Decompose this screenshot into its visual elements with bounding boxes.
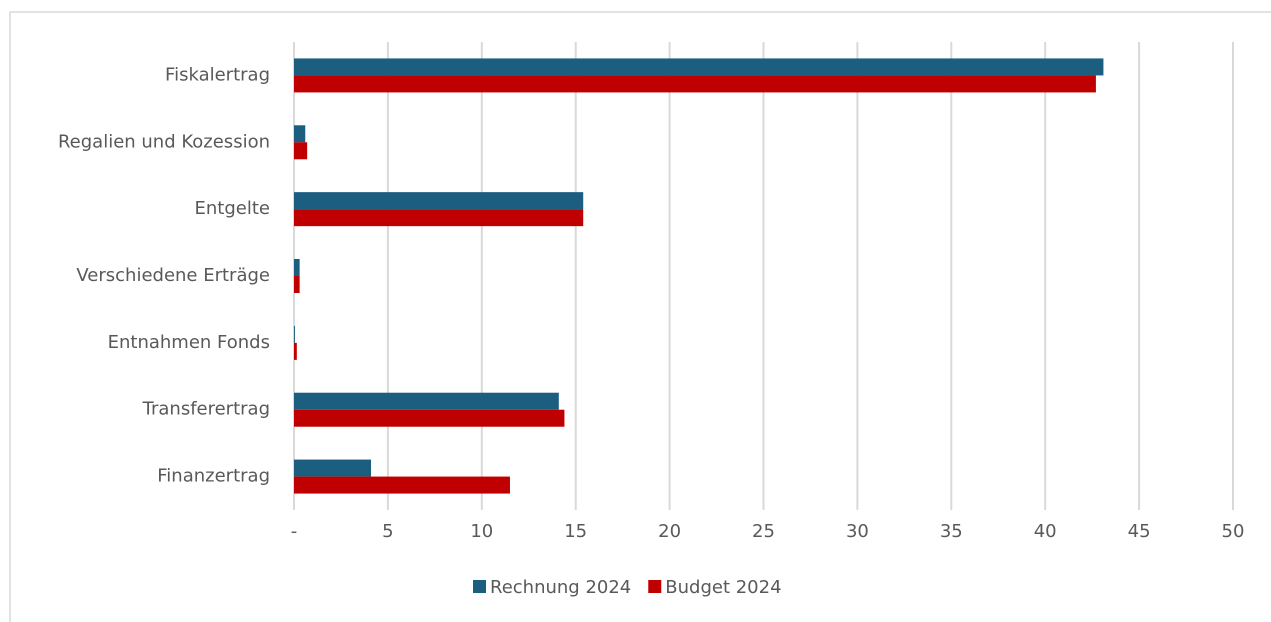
legend-swatch [473,580,486,593]
bar [294,325,295,343]
x-tick-label: 25 [752,521,775,542]
legend-swatch [648,580,662,593]
y-tick-label: Entgelte [195,198,270,219]
bar [294,209,584,227]
bar [294,342,297,360]
bar [294,75,1096,93]
grid [293,42,1234,510]
x-tick-label: 15 [564,521,587,542]
bar [294,276,300,293]
x-tick-label: 45 [1128,521,1151,542]
legend-label: Budget 2024 [665,577,781,598]
bar [294,392,559,410]
legend-label: Rechnung 2024 [490,577,631,598]
bar [294,409,565,427]
bar [294,259,300,276]
y-tick-label: Finanzertrag [157,466,270,487]
y-tick-label: Fiskalertrag [165,64,270,85]
bar [294,192,584,210]
bar [294,142,308,160]
labels: - 5 10 15 20 25 30 35 40 45 50 Fiskalertrag Regalien… [58,64,1244,542]
y-tick-label: Regalien und Kozession [58,131,270,152]
chart-frame [9,11,1271,622]
x-tick-label: 5 [382,521,393,542]
bars [294,58,1104,494]
x-tick-label: 10 [470,521,493,542]
x-tick-label: 40 [1034,521,1057,542]
bar [294,58,1104,76]
x-tick-label: 30 [846,521,869,542]
y-tick-label: Transferertrag [142,399,270,420]
y-tick-label: Verschiedene Erträge [76,265,270,286]
bar [294,476,510,494]
x-tick-label: 50 [1222,521,1245,542]
bar [294,125,306,143]
y-tick-label: Entnahmen Fonds [108,332,270,353]
x-tick-label: 20 [658,521,681,542]
bar [294,459,371,477]
x-tick-label: - [291,521,298,542]
x-tick-label: 35 [940,521,963,542]
legend: Rechnung 2024 Budget 2024 [473,577,782,598]
